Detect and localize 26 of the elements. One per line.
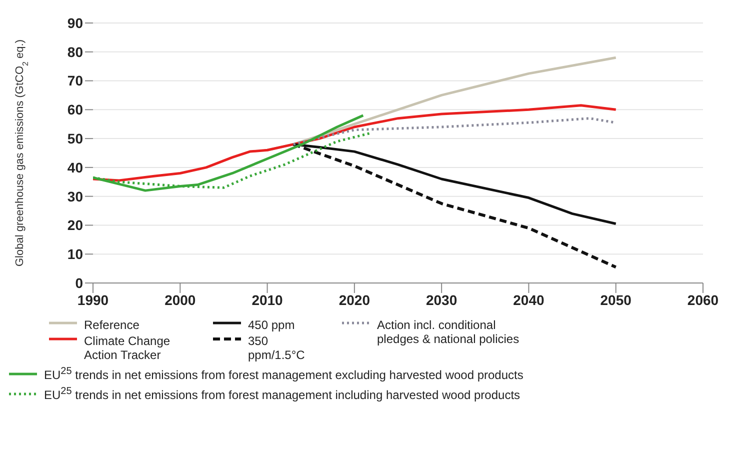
legend-label: 450 ppm: [248, 318, 295, 332]
y-tick-label: 20: [67, 217, 84, 234]
x-tick-label: 2030: [426, 292, 458, 308]
y-tick-label: 50: [67, 130, 84, 147]
y-tick-label: 40: [67, 159, 84, 176]
y-tick-label: 10: [67, 246, 84, 262]
x-tick-label: 2010: [252, 292, 284, 308]
y-tick-label: 60: [67, 102, 84, 118]
y-tick-label: 30: [67, 188, 84, 204]
legend-label: Climate Change Action Tracker: [84, 334, 172, 362]
x-tick-label: 2020: [338, 292, 370, 308]
y-tick-label: 90: [67, 14, 84, 31]
legend-label: EU$^{25}$ trends in net emissions from forest management including harvested wood products: [44, 386, 520, 402]
legend-label: EU$^{25}$ trends in net emissions from forest management excluding harvested wood products: [44, 366, 524, 382]
line-series: [93, 104, 618, 182]
legend-label: Reference: [84, 318, 140, 332]
y-tick-label: 80: [67, 44, 84, 60]
x-tick-label: 2040: [513, 292, 544, 308]
x-tick-label: 2000: [164, 292, 196, 308]
x-tick-label: 1990: [77, 292, 109, 308]
legend-label: 350 ppm/1.5°C: [248, 334, 306, 362]
legend-label: Action incl. conditional pledges & national policies: [377, 318, 520, 346]
y-tick-label: 0: [75, 274, 84, 291]
x-tick-label: 2060: [687, 292, 719, 308]
x-tick-label: 2050: [600, 292, 632, 308]
y-tick-label: 70: [67, 72, 84, 89]
